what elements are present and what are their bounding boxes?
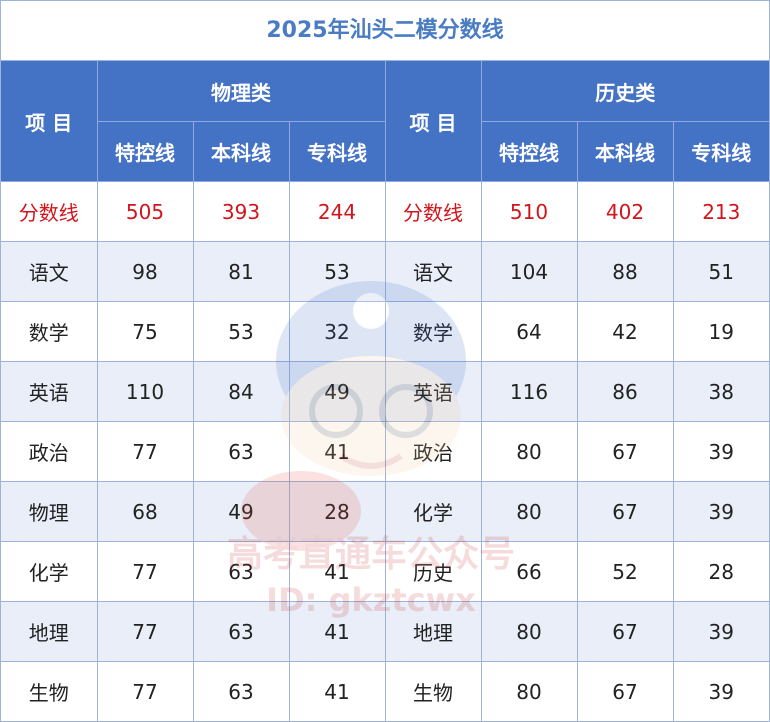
header-physics-group: 物理类 [96, 61, 386, 122]
cell-value: 80 [480, 421, 578, 482]
cell-value: 63 [192, 661, 290, 722]
row-label: 英语 [1, 361, 98, 422]
row-label: 政治 [384, 421, 482, 482]
cell-value: 68 [96, 481, 194, 542]
cell-value: 63 [192, 601, 290, 662]
cell-value: 63 [192, 541, 290, 602]
cell-value: 80 [480, 481, 578, 542]
cell-value: 80 [480, 661, 578, 722]
cell-value: 88 [576, 241, 674, 302]
cell-value: 39 [672, 421, 770, 482]
row-label: 化学 [384, 481, 482, 542]
row-label: 语文 [1, 241, 98, 302]
header-item-physics: 项 目 [1, 61, 98, 182]
cell-value: 110 [96, 361, 194, 422]
row-label: 英语 [384, 361, 482, 422]
page-title: 2025年汕头二模分数线 [1, 1, 769, 61]
cell-value: 75 [96, 301, 194, 362]
cell-value: 81 [192, 241, 290, 302]
header-history-group: 历史类 [480, 61, 770, 122]
cell-value: 104 [480, 241, 578, 302]
cell-value: 77 [96, 541, 194, 602]
table-row-score-line: 分数线 505 393 244 分数线 510 402 213 [1, 181, 770, 242]
cell-value: 64 [480, 301, 578, 362]
cell-value: 39 [672, 661, 770, 722]
cell-value: 67 [576, 421, 674, 482]
row-label: 生物 [1, 661, 98, 722]
cell-value: 39 [672, 481, 770, 542]
cell-value: 505 [96, 181, 194, 242]
row-label: 数学 [1, 301, 98, 362]
cell-value: 67 [576, 601, 674, 662]
cell-value: 32 [288, 301, 386, 362]
cell-value: 84 [192, 361, 290, 422]
cell-value: 28 [672, 541, 770, 602]
cell-value: 80 [480, 601, 578, 662]
header-physics-undergrad: 本科线 [192, 121, 290, 182]
row-label: 地理 [384, 601, 482, 662]
row-label: 数学 [384, 301, 482, 362]
cell-value: 67 [576, 481, 674, 542]
row-label: 分数线 [384, 181, 482, 242]
header-physics-college: 专科线 [288, 121, 386, 182]
row-label: 政治 [1, 421, 98, 482]
row-label: 语文 [384, 241, 482, 302]
table-row: 物理 68 49 28 化学 80 67 39 [1, 481, 770, 542]
cell-value: 39 [672, 601, 770, 662]
cell-value: 244 [288, 181, 386, 242]
row-label: 物理 [1, 481, 98, 542]
cell-value: 38 [672, 361, 770, 422]
cell-value: 66 [480, 541, 578, 602]
table-row: 数学 75 53 32 数学 64 42 19 [1, 301, 770, 362]
cell-value: 41 [288, 421, 386, 482]
cell-value: 49 [192, 481, 290, 542]
table-row: 生物 77 63 41 生物 80 67 39 [1, 661, 770, 722]
cell-value: 86 [576, 361, 674, 422]
cell-value: 213 [672, 181, 770, 242]
cell-value: 41 [288, 541, 386, 602]
cell-value: 393 [192, 181, 290, 242]
cell-value: 52 [576, 541, 674, 602]
cell-value: 19 [672, 301, 770, 362]
cell-value: 42 [576, 301, 674, 362]
cell-value: 116 [480, 361, 578, 422]
table-row: 地理 77 63 41 地理 80 67 39 [1, 601, 770, 662]
cell-value: 77 [96, 421, 194, 482]
table-row: 语文 98 81 53 语文 104 88 51 [1, 241, 770, 302]
cell-value: 77 [96, 601, 194, 662]
header-physics-special: 特控线 [97, 121, 194, 182]
row-label: 地理 [1, 601, 98, 662]
header-history-undergrad: 本科线 [576, 121, 674, 182]
cell-value: 41 [288, 661, 386, 722]
row-label: 生物 [384, 661, 482, 722]
cell-value: 77 [96, 661, 194, 722]
row-label: 历史 [384, 541, 482, 602]
cell-value: 402 [576, 181, 674, 242]
cell-value: 67 [576, 661, 674, 722]
cell-value: 49 [288, 361, 386, 422]
score-table: 项 目 物理类 项 目 历史类 特控线 本科线 专科线 特控线 本科线 专科线 … [1, 61, 770, 722]
cell-value: 53 [288, 241, 386, 302]
header-item-history: 项 目 [384, 61, 482, 182]
cell-value: 510 [480, 181, 578, 242]
cell-value: 63 [192, 421, 290, 482]
header-history-college: 专科线 [672, 121, 770, 182]
header-history-special: 特控线 [480, 121, 578, 182]
cell-value: 53 [192, 301, 290, 362]
header-row-levels: 特控线 本科线 专科线 特控线 本科线 专科线 [1, 121, 770, 182]
header-row-groups: 项 目 物理类 项 目 历史类 [1, 61, 770, 182]
cell-value: 41 [288, 601, 386, 662]
cell-value: 51 [672, 241, 770, 302]
row-label: 分数线 [1, 181, 98, 242]
table-row: 英语 110 84 49 英语 116 86 38 [1, 361, 770, 422]
table-row: 政治 77 63 41 政治 80 67 39 [1, 421, 770, 482]
table-row: 化学 77 63 41 历史 66 52 28 [1, 541, 770, 602]
cell-value: 98 [96, 241, 194, 302]
row-label: 化学 [1, 541, 98, 602]
cell-value: 28 [288, 481, 386, 542]
